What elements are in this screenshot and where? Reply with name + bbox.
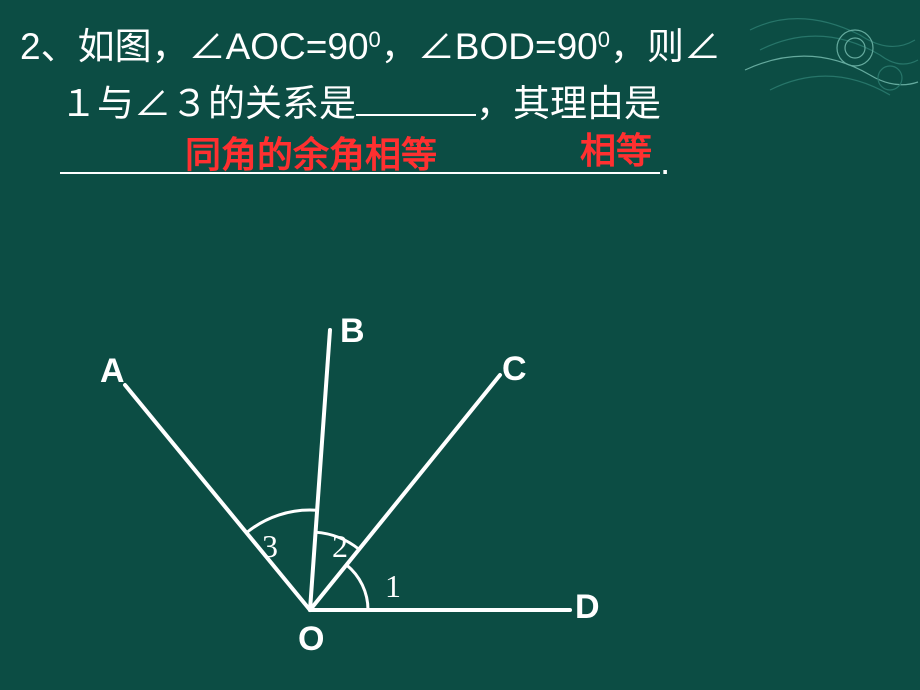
q-line2b: ，其理由是 [476, 83, 661, 124]
blank-1 [356, 80, 476, 116]
answer-2: 同角的余角相等 [185, 127, 437, 183]
q-period: . [660, 141, 670, 182]
q-sup2: 0 [598, 27, 610, 52]
question-line-1: 2、如图，∠AOC=900，∠BOD=900，则∠ [20, 18, 900, 75]
question-line-2: １与∠３的关系是，其理由是 相等 [20, 75, 900, 132]
question-text-block: 2、如图，∠AOC=900，∠BOD=900，则∠ １与∠３的关系是，其理由是 … [20, 18, 900, 190]
diagram-svg [110, 290, 630, 660]
q-sup1: 0 [369, 27, 381, 52]
angle-diagram: DCBAO123 [110, 290, 630, 660]
q-mid2: ，则∠ [610, 26, 721, 67]
q-mid1: ，∠BOD=90 [381, 26, 598, 67]
q-prefix: 2、如图，∠AOC=90 [20, 26, 369, 67]
question-line-3: . 同角的余角相等 [20, 133, 900, 190]
slide: 2、如图，∠AOC=900，∠BOD=900，则∠ １与∠３的关系是，其理由是 … [0, 0, 920, 690]
q-line2a: １与∠３的关系是 [60, 83, 356, 124]
